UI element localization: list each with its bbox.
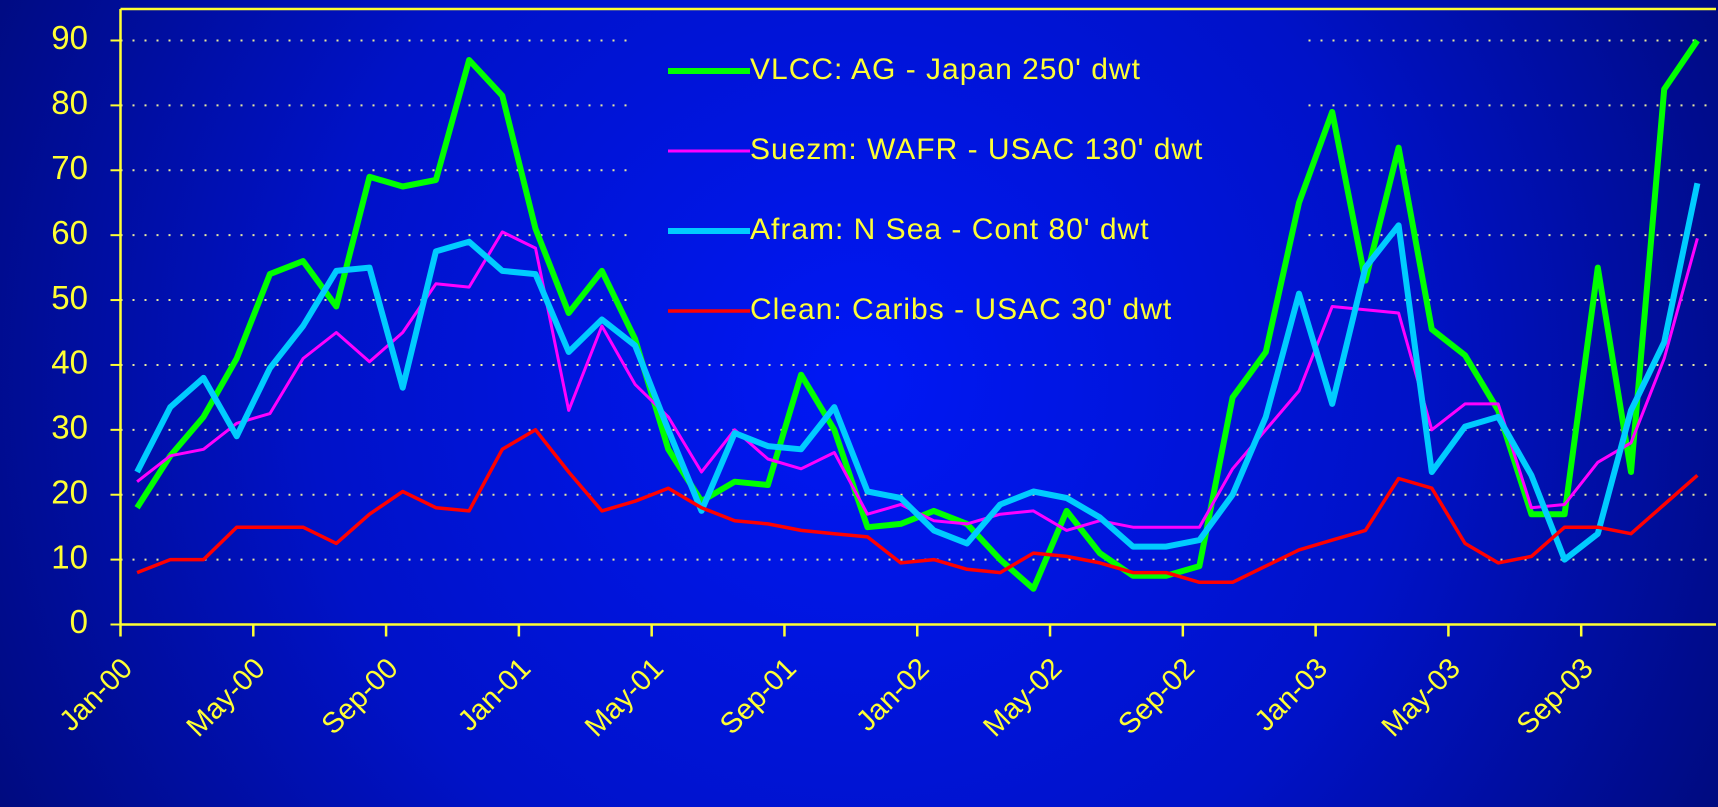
y-tick-label: 90	[51, 19, 88, 56]
legend-label: Afram: N Sea - Cont 80' dwt	[750, 213, 1150, 246]
y-tick-label: 30	[51, 409, 88, 446]
legend: VLCC: AG - Japan 250' dwt Suezm: WAFR - U…	[668, 53, 1203, 326]
y-tick-label: 70	[51, 149, 88, 186]
legend-backdrop	[630, 25, 1300, 345]
y-tick-label: 80	[51, 84, 88, 121]
y-tick-label: 40	[51, 344, 88, 381]
y-tick-label: 20	[51, 473, 88, 510]
series-line	[134, 182, 1701, 563]
series-line	[136, 428, 1699, 585]
series	[134, 38, 1701, 592]
legend-label: VLCC: AG - Japan 250' dwt	[750, 53, 1141, 86]
y-tick-label: 0	[70, 603, 88, 640]
y-tick-label: 60	[51, 214, 88, 251]
legend-label: Clean: Caribs - USAC 30' dwt	[750, 293, 1172, 326]
y-tick-label: 10	[51, 538, 88, 575]
legend-label: Suezm: WAFR - USAC 130' dwt	[750, 133, 1203, 166]
y-tick-label: 50	[51, 279, 88, 316]
grid	[120, 39, 1716, 561]
legend-backdrop	[630, 25, 1300, 345]
